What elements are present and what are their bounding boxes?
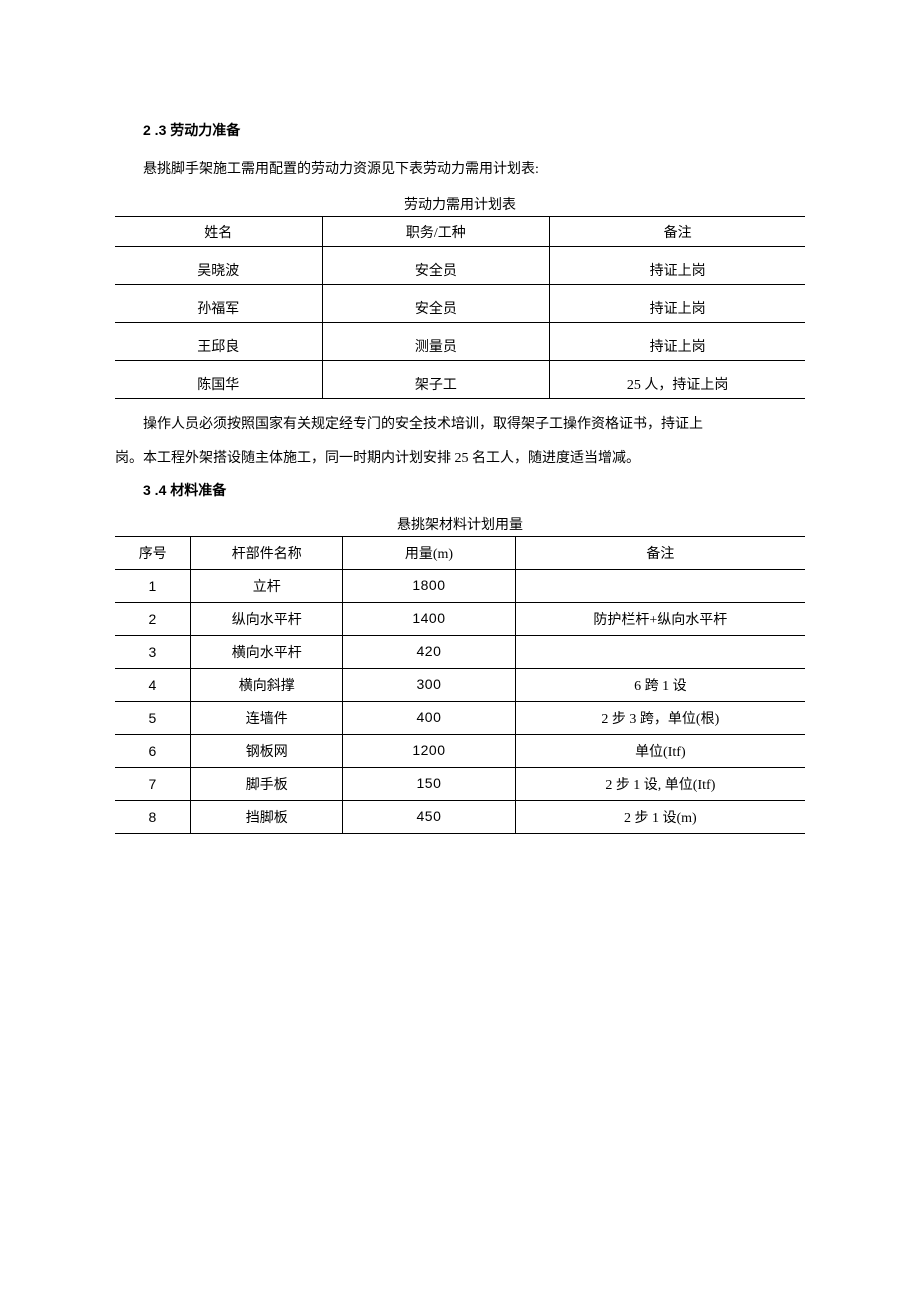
table-row: 8 挡脚板 450 2 步 1 设(m) <box>115 800 805 833</box>
cell-remark: 单位(Itf) <box>515 734 805 767</box>
table-title-material: 悬挑架材料计划用量 <box>115 514 805 534</box>
table-row: 吴晓波 安全员 持证上岗 <box>115 247 805 285</box>
cell-part: 横向水平杆 <box>191 635 343 668</box>
cell-part: 横向斜撑 <box>191 668 343 701</box>
cell-remark: 2 步 1 设, 单位(Itf) <box>515 767 805 800</box>
table-row: 2 纵向水平杆 1400 防护栏杆+纵向水平杆 <box>115 602 805 635</box>
cell-qty: 420 <box>343 635 516 668</box>
col-name: 姓名 <box>115 217 322 247</box>
cell-role: 架子工 <box>322 361 550 399</box>
cell-remark: 持证上岗 <box>550 247 805 285</box>
cell-seq: 1 <box>115 569 191 602</box>
cell-qty: 400 <box>343 701 516 734</box>
cell-seq: 3 <box>115 635 191 668</box>
table-row: 6 钢板网 1200 单位(Itf) <box>115 734 805 767</box>
table-row: 7 脚手板 150 2 步 1 设, 单位(Itf) <box>115 767 805 800</box>
table-row: 3 横向水平杆 420 <box>115 635 805 668</box>
cell-seq: 4 <box>115 668 191 701</box>
cell-role: 测量员 <box>322 323 550 361</box>
cell-remark: 25 人，持证上岗 <box>550 361 805 399</box>
material-plan-table: 序号 杆部件名称 用量(m) 备注 1 立杆 1800 2 纵向水平杆 1400… <box>115 536 805 834</box>
labor-plan-table: 姓名 职务/工种 备注 吴晓波 安全员 持证上岗 孙福军 安全员 持证上岗 王邱… <box>115 216 805 399</box>
body-paragraph-line1: 操作人员必须按照国家有关规定经专门的安全技术培训，取得架子工操作资格证书，持证上 <box>115 409 805 441</box>
cell-part: 连墙件 <box>191 701 343 734</box>
cell-name: 王邱良 <box>115 323 322 361</box>
cell-remark: 持证上岗 <box>550 285 805 323</box>
col-qty: 用量(m) <box>343 536 516 569</box>
cell-remark <box>515 635 805 668</box>
col-remark: 备注 <box>515 536 805 569</box>
cell-remark: 2 步 3 跨，单位(根) <box>515 701 805 734</box>
cell-remark <box>515 569 805 602</box>
cell-qty: 450 <box>343 800 516 833</box>
cell-name: 陈国华 <box>115 361 322 399</box>
cell-qty: 1800 <box>343 569 516 602</box>
cell-seq: 2 <box>115 602 191 635</box>
cell-part: 挡脚板 <box>191 800 343 833</box>
table-row: 陈国华 架子工 25 人，持证上岗 <box>115 361 805 399</box>
cell-part: 脚手板 <box>191 767 343 800</box>
col-remark: 备注 <box>550 217 805 247</box>
col-seq: 序号 <box>115 536 191 569</box>
table-title-labor: 劳动力需用计划表 <box>115 194 805 214</box>
cell-remark: 6 跨 1 设 <box>515 668 805 701</box>
cell-name: 吴晓波 <box>115 247 322 285</box>
table-row: 1 立杆 1800 <box>115 569 805 602</box>
cell-remark: 2 步 1 设(m) <box>515 800 805 833</box>
cell-role: 安全员 <box>322 247 550 285</box>
table-row: 4 横向斜撑 300 6 跨 1 设 <box>115 668 805 701</box>
cell-remark: 防护栏杆+纵向水平杆 <box>515 602 805 635</box>
col-part: 杆部件名称 <box>191 536 343 569</box>
cell-seq: 5 <box>115 701 191 734</box>
intro-paragraph-labor: 悬挑脚手架施工需用配置的劳动力资源见下表劳动力需用计划表: <box>115 154 805 186</box>
cell-part: 纵向水平杆 <box>191 602 343 635</box>
body-paragraph-line2: 岗。本工程外架搭设随主体施工，同一时期内计划安排 25 名工人，随进度适当增减。 <box>115 443 805 475</box>
col-role: 职务/工种 <box>322 217 550 247</box>
cell-qty: 1400 <box>343 602 516 635</box>
table-row: 孙福军 安全员 持证上岗 <box>115 285 805 323</box>
section-heading-labor: 2 .3 劳动力准备 <box>143 120 805 140</box>
cell-role: 安全员 <box>322 285 550 323</box>
cell-part: 钢板网 <box>191 734 343 767</box>
cell-seq: 7 <box>115 767 191 800</box>
cell-name: 孙福军 <box>115 285 322 323</box>
cell-part: 立杆 <box>191 569 343 602</box>
table-header-row: 序号 杆部件名称 用量(m) 备注 <box>115 536 805 569</box>
cell-qty: 150 <box>343 767 516 800</box>
section-heading-material: 3 .4 材料准备 <box>143 480 805 500</box>
cell-remark: 持证上岗 <box>550 323 805 361</box>
table-row: 5 连墙件 400 2 步 3 跨，单位(根) <box>115 701 805 734</box>
cell-qty: 1200 <box>343 734 516 767</box>
cell-seq: 6 <box>115 734 191 767</box>
cell-qty: 300 <box>343 668 516 701</box>
table-header-row: 姓名 职务/工种 备注 <box>115 217 805 247</box>
table-row: 王邱良 测量员 持证上岗 <box>115 323 805 361</box>
cell-seq: 8 <box>115 800 191 833</box>
